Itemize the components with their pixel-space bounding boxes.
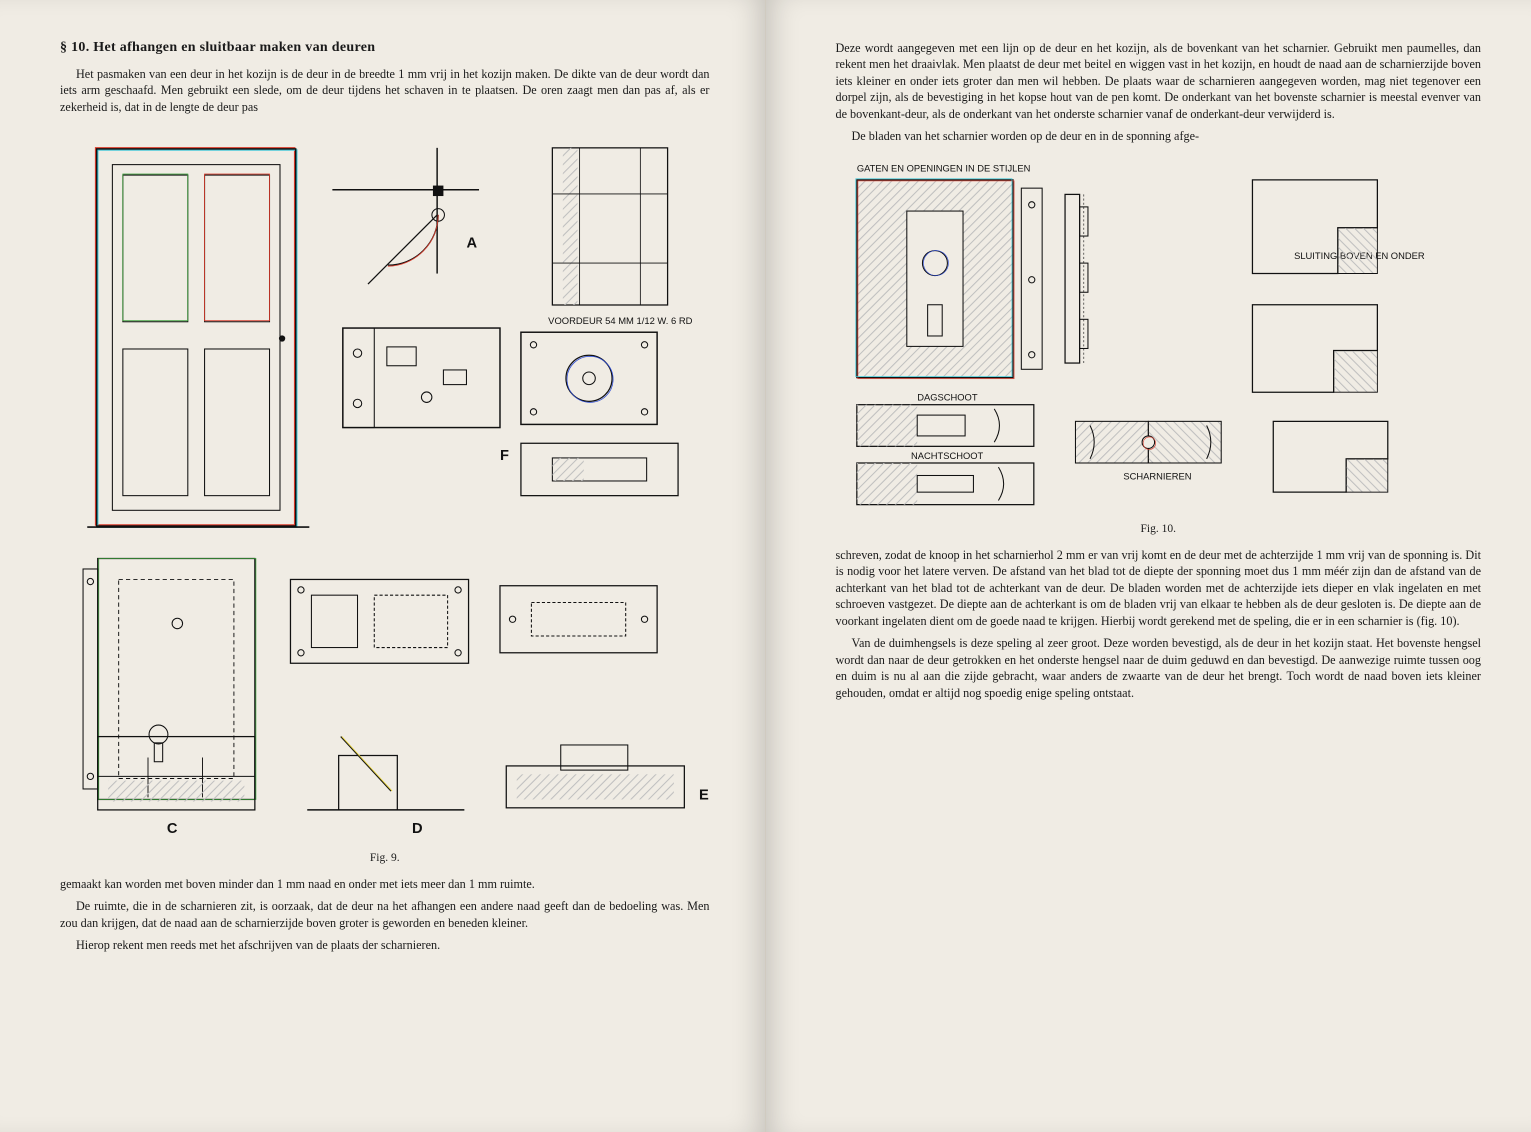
section-heading: § 10. Het afhangen en sluitbaar maken va… [60, 40, 710, 56]
label-gaten: GATEN EN OPENINGEN IN DE STIJLEN [856, 163, 1030, 173]
right-para-1: Deze wordt aangegeven met een lijn op de… [836, 40, 1482, 122]
scharnieren-section: SCHARNIEREN [1075, 421, 1221, 481]
figure-9-caption: Fig. 9. [60, 852, 710, 864]
hinge-plan-a: A [332, 148, 479, 284]
figure-9-svg: A VOORDEUR 54 MM 1/12 W. 6 RD [60, 129, 710, 841]
strike-section-f: F [500, 444, 678, 496]
left-para-4: Hierop rekent men reeds met het afschrij… [60, 937, 710, 953]
right-para-4: Van de duimhengsels is deze speling al z… [836, 635, 1482, 701]
closure-bottom-small [1273, 421, 1388, 492]
stile-openings [855, 179, 1041, 379]
figure-10-svg: GATEN EN OPENINGEN IN DE STIJLEN [836, 159, 1482, 513]
right-para-3: schreven, zodat de knoop in het scharnie… [836, 547, 1482, 629]
marker-e: E [699, 788, 709, 804]
nachtschoot-section: NACHTSCHOOT [856, 451, 1033, 505]
left-para-2: gemaakt kan worden met boven minder dan … [60, 876, 710, 892]
figure-10: GATEN EN OPENINGEN IN DE STIJLEN [836, 159, 1482, 513]
marker-f: F [500, 448, 509, 464]
dagschoot-section: DAGSCHOOT [856, 392, 1033, 446]
closure-sections [1252, 180, 1377, 392]
left-page: § 10. Het afhangen en sluitbaar maken va… [0, 0, 766, 1132]
marker-c: C [167, 821, 178, 837]
marker-d: D [412, 821, 423, 837]
label-scharnieren: SCHARNIEREN [1123, 471, 1191, 481]
door-edge-section: VOORDEUR 54 MM 1/12 W. 6 RD [548, 148, 692, 326]
figure-10-caption: Fig. 10. [836, 523, 1482, 535]
threshold-sections: C D E [98, 737, 709, 837]
left-para-1: Het pasmaken van een deur in het kozijn … [60, 66, 710, 115]
figure-9: A VOORDEUR 54 MM 1/12 W. 6 RD [60, 129, 710, 841]
label-nachtschoot: NACHTSCHOOT [910, 451, 983, 461]
hinge-leaf [1065, 194, 1088, 363]
right-page: Deze wordt aangegeven met een lijn op de… [766, 0, 1531, 1132]
right-para-2: De bladen van het scharnier worden op de… [836, 128, 1482, 144]
rim-lock [343, 328, 657, 428]
strike-plates [290, 580, 657, 664]
fig9-small-label: VOORDEUR 54 MM 1/12 W. 6 RD [548, 315, 692, 326]
label-dagschoot: DAGSCHOOT [917, 392, 978, 402]
door-elevation [87, 148, 309, 527]
left-para-3: De ruimte, die in de scharnieren zit, is… [60, 898, 710, 931]
mortise-lock [83, 559, 256, 800]
marker-a: A [466, 236, 477, 252]
